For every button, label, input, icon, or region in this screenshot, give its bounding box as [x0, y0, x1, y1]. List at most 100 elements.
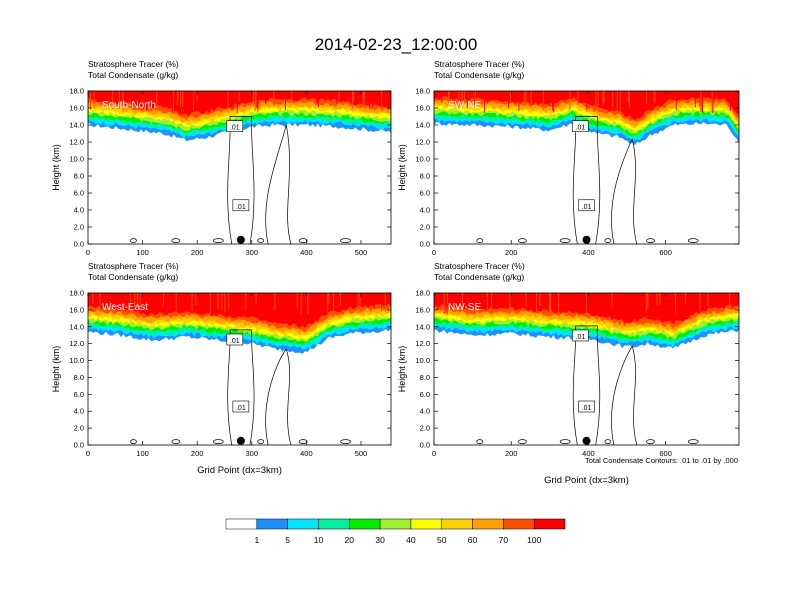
x-tick-label: 400 [582, 449, 595, 458]
contour-label-box [226, 333, 244, 346]
y-tick-label: 8.0 [420, 172, 430, 181]
y-tick-label: 18.0 [69, 87, 84, 96]
plot-frame [87, 292, 392, 446]
plot-frame [87, 90, 392, 245]
colorbar-swatch [318, 518, 350, 530]
y-tick-label: 14.0 [69, 121, 84, 130]
condensate-contours [130, 116, 351, 244]
y-tick-label: 2.0 [74, 223, 84, 232]
contour-label: .01 [236, 204, 246, 211]
colorbar-swatch [441, 518, 473, 530]
x-tick-label: 400 [300, 248, 313, 257]
x-tick-label: 200 [191, 449, 204, 458]
y-tick-label: 6.0 [420, 390, 430, 399]
colorbar-label: 70 [499, 535, 509, 545]
storm-center-marker [582, 436, 591, 445]
plot-frame [433, 90, 740, 245]
y-tick-label: 12.0 [415, 339, 430, 348]
secondary-contour [265, 348, 292, 445]
colorbar-swatch [410, 518, 442, 530]
y-axis-label: Height (km) [397, 346, 407, 393]
contour-label: .01 [582, 204, 592, 211]
secondary-contour [611, 345, 638, 445]
boundary-contour [559, 238, 571, 243]
colorbar-swatch [533, 518, 566, 530]
contour-label: .01 [582, 405, 592, 412]
boundary-contour [687, 238, 699, 243]
colorbar-swatch [379, 518, 412, 530]
y-tick-label: 0.0 [74, 441, 84, 450]
colorbar-label: 5 [285, 535, 290, 545]
contour-label: .01 [576, 334, 586, 341]
x-tick-label: 100 [136, 449, 149, 458]
colorbar-swatch [225, 518, 258, 530]
y-tick-label: 10.0 [415, 155, 430, 164]
y-tick-label: 16.0 [69, 305, 84, 314]
y-tick-label: 0.0 [420, 441, 430, 450]
boundary-contour [171, 439, 181, 444]
y-tick-label: 12.0 [69, 339, 84, 348]
storm-center-marker [582, 235, 591, 244]
x-tick-label: 500 [355, 248, 368, 257]
updraft-contour [227, 329, 255, 445]
colorbar-swatch [349, 518, 381, 530]
x-tick-label: 300 [246, 449, 259, 458]
contour-label: .01 [236, 405, 246, 412]
y-tick-label: 14.0 [69, 322, 84, 331]
y-tick-label: 12.0 [69, 138, 84, 147]
panel-title-line2: Total Condensate (g/kg) [434, 272, 524, 282]
colorbar-label: 60 [468, 535, 478, 545]
colorbar-label: 20 [345, 535, 355, 545]
boundary-contour [171, 238, 181, 243]
y-axis-label: Height (km) [397, 144, 407, 191]
boundary-contour [130, 439, 137, 444]
x-tick-label: 200 [505, 248, 518, 257]
y-tick-label: 4.0 [420, 407, 430, 416]
x-axis-label: Grid Point (dx=3km) [197, 465, 282, 476]
boundary-contour [604, 439, 612, 444]
tracer-field [434, 293, 739, 349]
condensate-contours [130, 329, 351, 445]
contour-label-box [572, 329, 589, 342]
condensate-contours [476, 116, 699, 244]
chart-panel-2: .01 .01 0 200 400 600 0.0 2.0 4.0 6.0 8.0 10.0 12.0 1… [397, 59, 740, 257]
updraft-contour [572, 116, 601, 244]
x-tick-label: 100 [136, 248, 149, 257]
y-tick-label: 0.0 [74, 240, 84, 249]
colorbar-swatch [287, 518, 319, 530]
y-tick-label: 8.0 [74, 172, 84, 181]
x-tick-label: 0 [86, 449, 90, 458]
storm-center-marker [236, 436, 245, 445]
colorbar-label: 10 [314, 535, 324, 545]
contour-label-box [226, 120, 244, 132]
panel-title-line2: Total Condensate (g/kg) [434, 70, 524, 80]
contour-label-box [572, 120, 589, 132]
boundary-contour [257, 238, 265, 243]
boundary-contour [298, 238, 308, 243]
updraft-contour [227, 116, 255, 244]
x-tick-label: 400 [300, 449, 313, 458]
chart-panel-4: .01 .01 0 200 400 600 0.0 2.0 4.0 6.0 8.0 10.0 12.0 1… [397, 261, 740, 486]
panel-title-line2: Total Condensate (g/kg) [88, 272, 178, 282]
boundary-contour [559, 439, 571, 444]
y-tick-label: 8.0 [74, 373, 84, 382]
x-tick-label: 300 [246, 248, 259, 257]
colorbar: 1 5 10 20 30 40 50 60 70 100 [225, 518, 566, 545]
y-axis-label: Height (km) [51, 144, 61, 191]
contour-label-box [578, 199, 595, 212]
y-tick-label: 4.0 [74, 206, 84, 215]
boundary-contour [687, 439, 699, 444]
boundary-contour [518, 238, 527, 243]
boundary-contour [212, 439, 224, 444]
y-tick-label: 6.0 [420, 189, 430, 198]
y-tick-label: 8.0 [420, 373, 430, 382]
x-tick-label: 0 [432, 248, 436, 257]
contour-footnote: Total Condensate Contours: .01 to .01 by… [585, 456, 738, 465]
boundary-contour [476, 439, 484, 444]
chart-panel-3: .01 .01 0 100 200 300 400 500 0.0 2.0 4.0 6.0 8.0 10.… [51, 261, 392, 476]
x-tick-label: 600 [659, 449, 672, 458]
x-tick-label: 400 [582, 248, 595, 257]
boundary-contour [340, 439, 351, 444]
y-tick-label: 4.0 [74, 407, 84, 416]
x-axis-label: Grid Point (dx=3km) [544, 475, 629, 486]
